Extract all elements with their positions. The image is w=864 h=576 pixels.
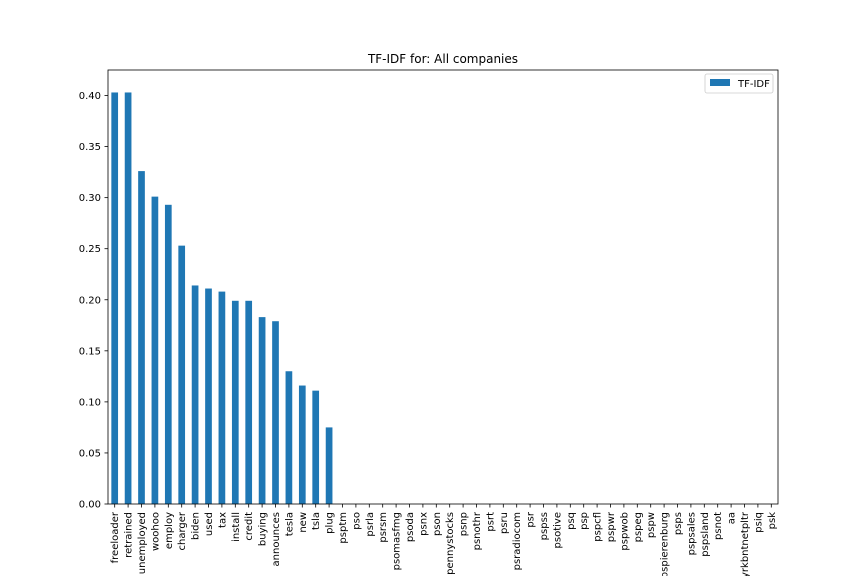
bar-plug (325, 427, 333, 504)
x-tick-label: psru (499, 512, 510, 534)
x-tick-label: pso (351, 512, 362, 530)
bar-tax (218, 291, 226, 504)
bar-unemployed (138, 171, 145, 504)
y-tick-label: 0.25 (79, 244, 101, 255)
x-tick-label: psptm (338, 512, 349, 544)
x-tick-label: plug (325, 512, 336, 534)
x-tick-label: psnothr (472, 511, 483, 550)
x-tick-label: buying (258, 512, 269, 546)
y-tick-label: 0.05 (79, 448, 101, 459)
x-axis: freeloader retrained unemployed woohoo emplo… (110, 504, 778, 576)
x-tick-label: credit (244, 512, 255, 541)
x-tick-label: freeloader (110, 511, 121, 563)
y-tick-label: 0.35 (79, 142, 101, 153)
x-tick-label: psomasfmg (392, 512, 403, 570)
x-tick-label: pspierenburg (660, 512, 671, 576)
x-tick-label: aa (727, 512, 738, 524)
legend-swatch (710, 79, 730, 86)
x-tick-label: psoda (405, 512, 416, 542)
x-tick-label: pspsales (686, 512, 697, 555)
x-tick-label: charger (177, 511, 188, 550)
x-tick-label: psiq (753, 512, 764, 533)
x-tick-label: pennystocks (445, 512, 456, 575)
bar-tesla (285, 371, 293, 504)
x-tick-label: pspcfl (593, 512, 604, 542)
bar-new (298, 385, 306, 504)
bar-buying (258, 317, 266, 504)
x-tick-label: tax (217, 512, 228, 528)
bar-tsla (312, 390, 320, 504)
bar-announces (272, 321, 279, 504)
x-tick-label: psrsm (378, 512, 389, 543)
legend-box (704, 73, 774, 94)
y-tick-label: 0.40 (79, 91, 101, 102)
x-tick-label: psnot (713, 512, 724, 540)
x-tick-label: pson (432, 512, 443, 536)
x-tick-label: retrained (124, 512, 135, 558)
x-tick-label: yrkbntnetpltr (740, 511, 751, 576)
x-tick-label: psotive (552, 512, 563, 548)
x-tick-label: psrt (485, 512, 496, 532)
x-tick-label: psnp (459, 512, 470, 536)
bar-install (231, 300, 239, 504)
x-tick-label: employ (164, 512, 175, 549)
x-tick-label: unemployed (137, 512, 148, 574)
y-axis: 0.00 0.05 0.10 0.15 0.20 0.25 0.30 0.35 0.40 (79, 91, 108, 511)
plot-frame (107, 69, 779, 505)
x-tick-label: psradiocom (512, 512, 523, 570)
bar-retrained (124, 92, 132, 504)
y-tick-label: 0.15 (79, 346, 101, 357)
bar-woohoo (151, 196, 159, 504)
bar-credit (245, 300, 253, 504)
bar-freeloader (111, 92, 119, 504)
x-tick-label: pspsland (700, 512, 711, 557)
bar-employ (164, 204, 172, 505)
bar-biden (191, 285, 199, 504)
x-tick-label: pspwob (619, 512, 630, 551)
legend-label: TF-IDF (737, 79, 770, 90)
bar-charger (178, 245, 186, 504)
x-tick-label: psps (673, 512, 684, 535)
y-tick-label: 0.10 (79, 397, 101, 408)
legend: TF-IDF (704, 73, 774, 94)
x-tick-label: psk (767, 512, 778, 530)
y-tick-label: 0.20 (79, 295, 101, 306)
x-tick-label: psp (579, 512, 590, 530)
x-tick-label: pspw (646, 512, 657, 538)
y-tick-label: 0.00 (79, 500, 101, 511)
bar-group (111, 92, 333, 505)
x-tick-label: pspeg (633, 512, 644, 542)
x-tick-label: announces (271, 512, 282, 566)
bar-used (205, 288, 212, 504)
x-tick-label: tsla (311, 512, 322, 530)
x-tick-label: psr (526, 511, 537, 528)
x-tick-label: install (231, 512, 242, 542)
x-tick-label: pspwr (606, 511, 617, 542)
y-tick-label: 0.30 (79, 193, 101, 204)
chart-title: TF-IDF for: All companies (367, 52, 518, 66)
x-tick-label: psnx (418, 512, 429, 536)
x-tick-label: psrla (365, 512, 376, 537)
x-tick-label: tesla (284, 512, 295, 536)
x-tick-label: woohoo (150, 512, 161, 551)
x-tick-label: new (298, 512, 309, 533)
x-tick-label: biden (191, 512, 202, 540)
x-tick-label: psq (566, 512, 577, 530)
x-tick-label: used (204, 512, 215, 536)
x-tick-label: pspss (539, 512, 550, 540)
